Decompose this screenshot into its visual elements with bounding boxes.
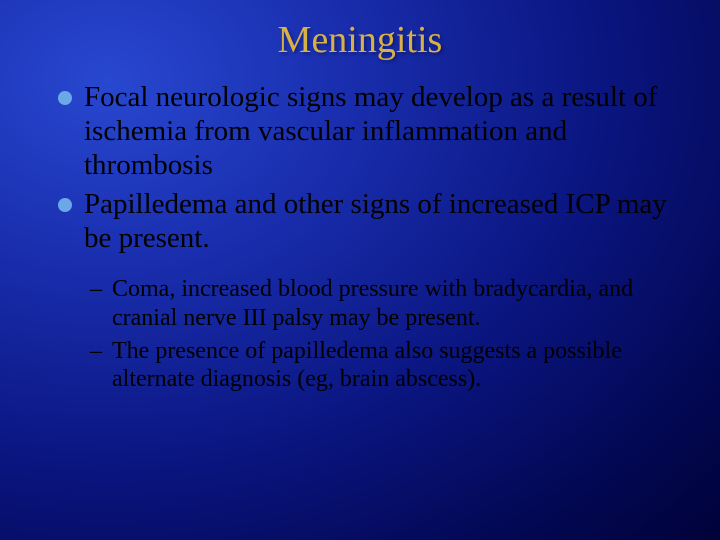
sub-bullet: The presence of papilledema also suggest… bbox=[90, 337, 670, 395]
sub-bullet-text: The presence of papilledema also suggest… bbox=[112, 338, 622, 393]
bullet-text: Papilledema and other signs of increased… bbox=[84, 188, 667, 254]
sub-bullet-list: Coma, increased blood pressure with brad… bbox=[50, 275, 670, 394]
sub-bullet-text: Coma, increased blood pressure with brad… bbox=[112, 276, 633, 331]
slide-title: Meningitis bbox=[50, 18, 670, 62]
slide: Meningitis Focal neurologic signs may de… bbox=[0, 0, 720, 540]
bullet-text: Focal neurologic signs may develop as a … bbox=[84, 81, 657, 181]
main-bullet: Focal neurologic signs may develop as a … bbox=[58, 80, 670, 183]
sub-bullet: Coma, increased blood pressure with brad… bbox=[90, 275, 670, 333]
main-bullet: Papilledema and other signs of increased… bbox=[58, 187, 670, 255]
main-bullet-list: Focal neurologic signs may develop as a … bbox=[50, 80, 670, 255]
